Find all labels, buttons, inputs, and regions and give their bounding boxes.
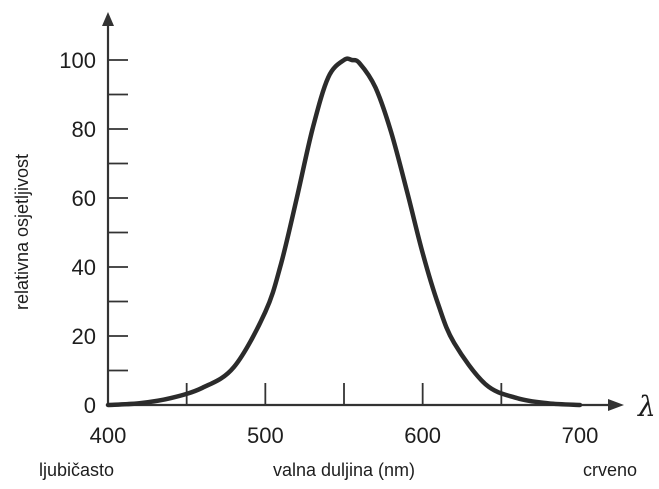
y-axis-arrow: [102, 12, 114, 26]
y-tick-label: 60: [72, 186, 96, 211]
y-tick-label: 20: [72, 324, 96, 349]
x-axis-symbol: λ: [637, 390, 656, 423]
x-axis-label: valna duljina (nm): [273, 460, 415, 480]
axes: [102, 12, 624, 411]
y-tick-label: 80: [72, 117, 96, 142]
x-tick-label: 400: [90, 423, 127, 448]
x-tick-label: 700: [562, 423, 599, 448]
y-tick-label: 0: [84, 393, 96, 418]
y-tick-label: 100: [59, 48, 96, 73]
sensitivity-curve-0: [105, 56, 583, 408]
x-tick-label: 600: [404, 423, 441, 448]
y-axis-label: relativna osjetljivost: [12, 154, 32, 310]
x-axis-arrow: [608, 399, 624, 411]
curve-layer: [105, 56, 583, 408]
x-end-label-left: ljubičasto: [39, 460, 114, 480]
y-tick-label: 40: [72, 255, 96, 280]
x-tick-label: 500: [247, 423, 284, 448]
ticks: [108, 59, 503, 405]
x-end-label-right: crveno: [583, 460, 637, 480]
tick-labels: 0 20 40 60 80 100 400 500 600 700: [59, 48, 598, 448]
